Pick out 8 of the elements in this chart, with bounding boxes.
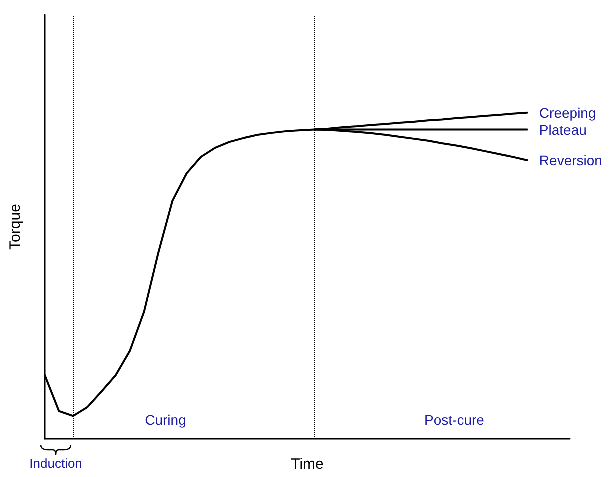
- y-axis-title: Torque: [7, 204, 24, 250]
- x-axis-title: Time: [291, 456, 324, 473]
- annotation: Post-cure: [424, 412, 485, 428]
- series-label: Plateau: [539, 122, 587, 138]
- text: Induction: [30, 456, 82, 471]
- series-label: Creeping: [539, 104, 596, 121]
- series-label: Reversion: [539, 152, 602, 168]
- annotation: Curing: [145, 412, 186, 428]
